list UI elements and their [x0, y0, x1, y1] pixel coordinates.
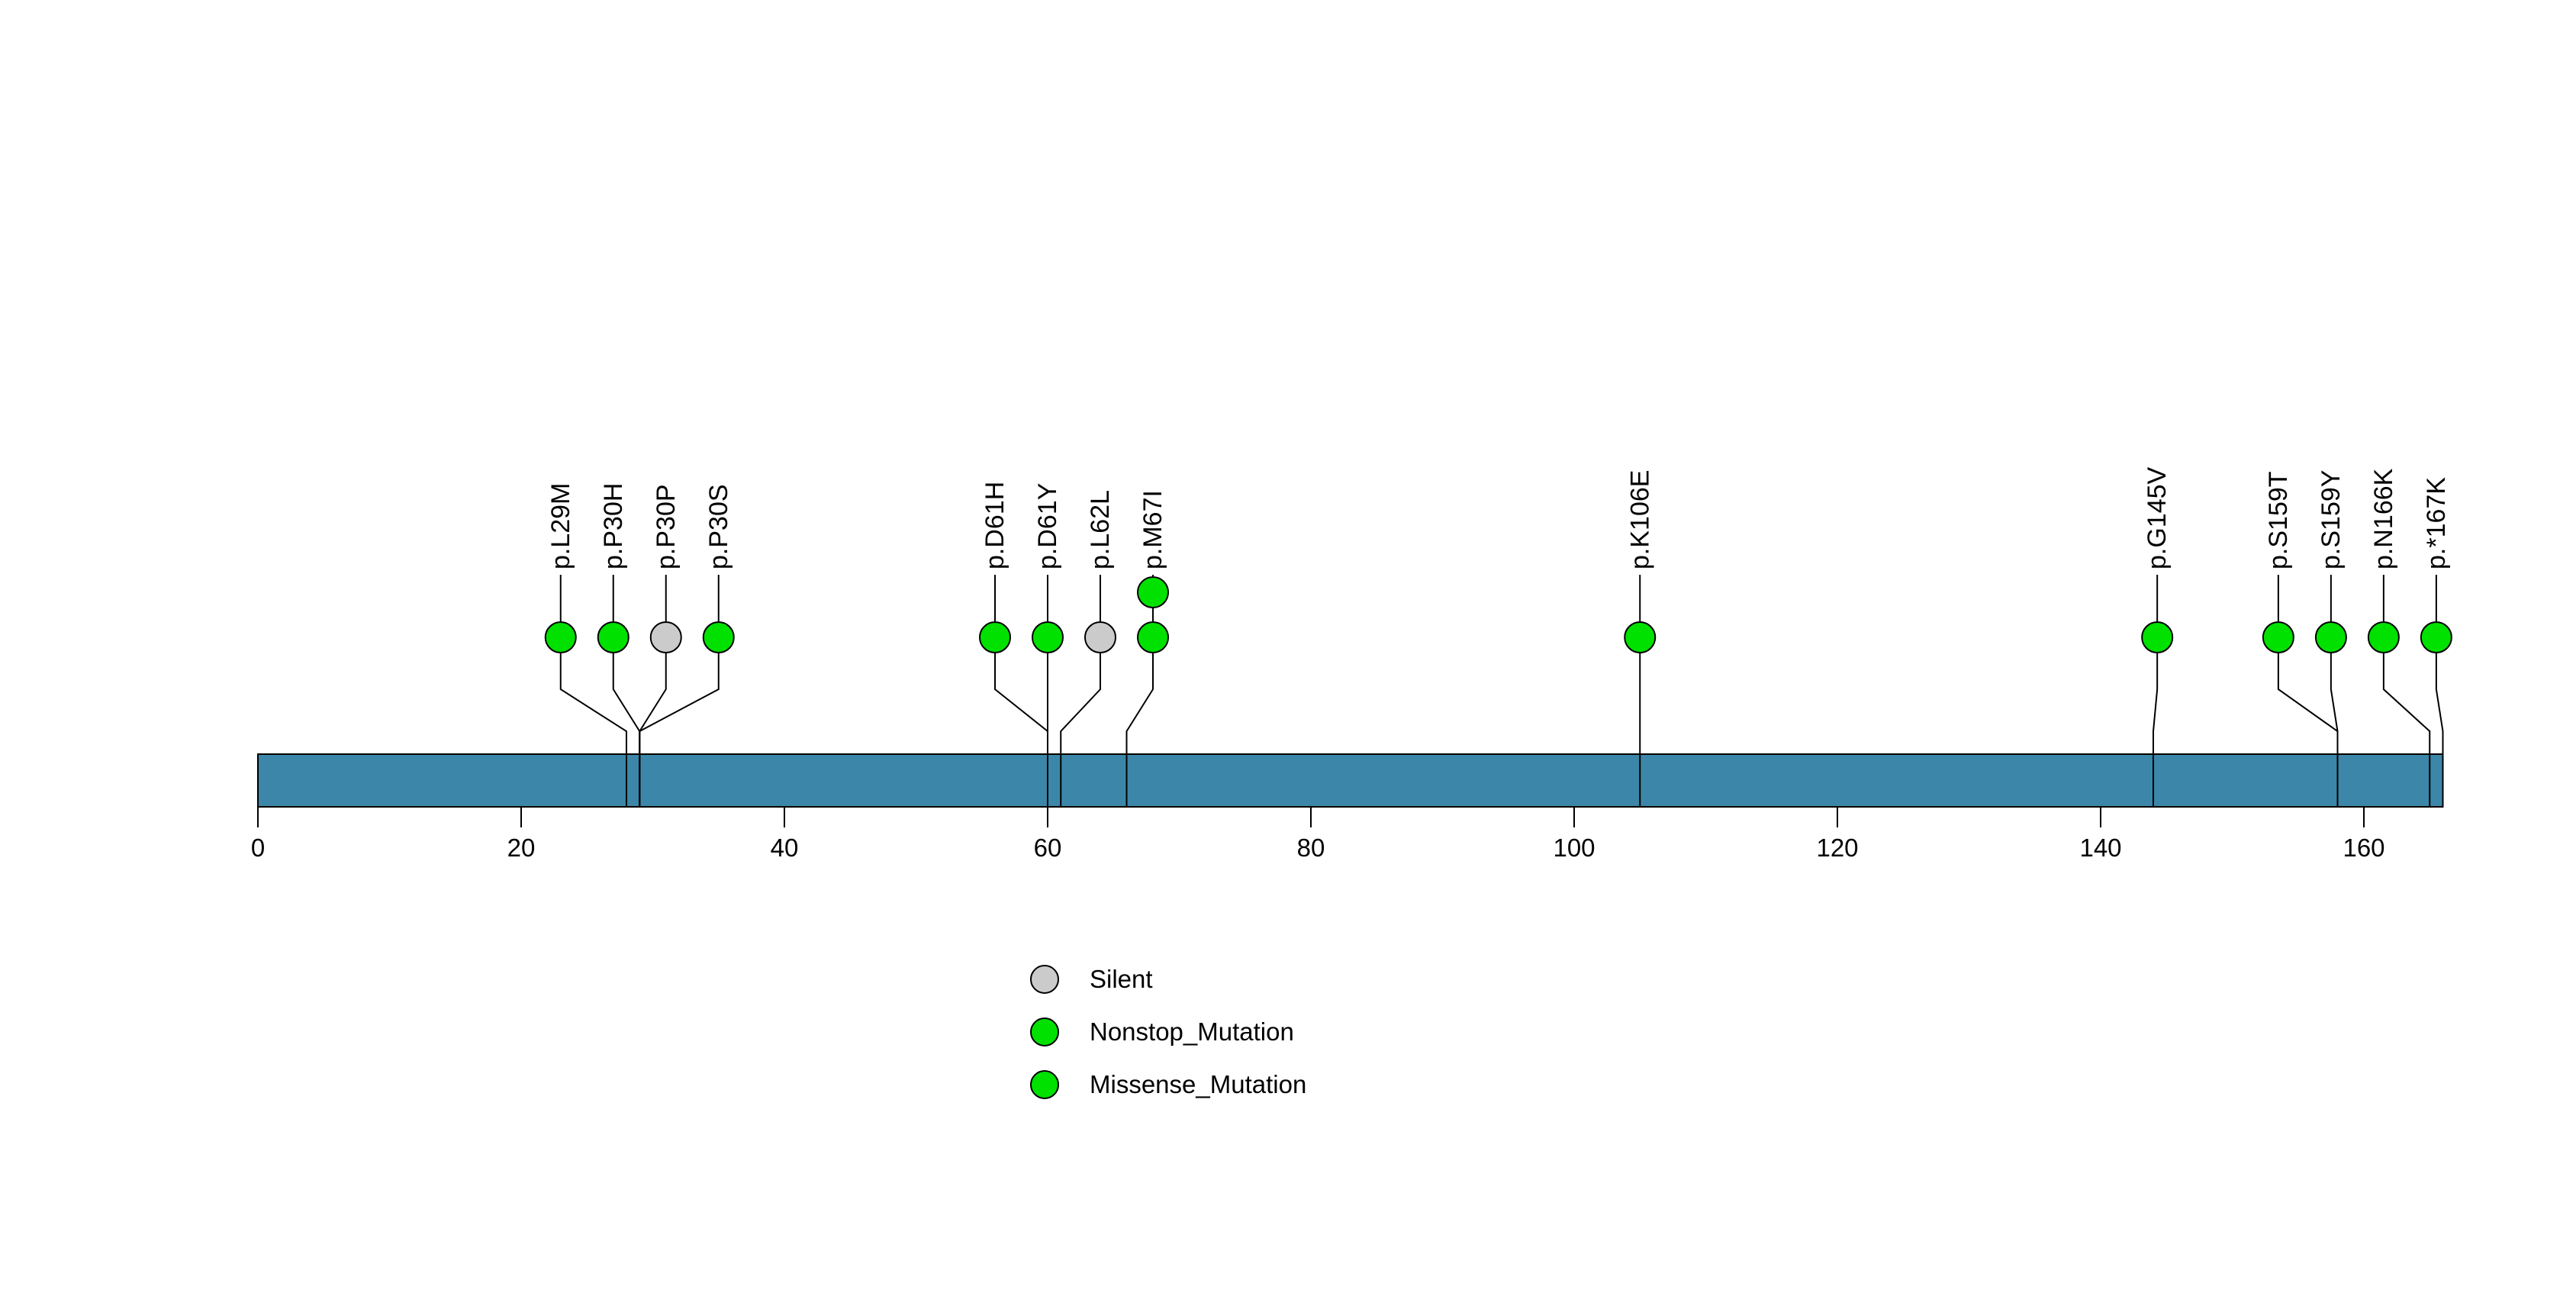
mutation-label: p.*167K	[2422, 477, 2451, 569]
mutation-label: p.L29M	[546, 483, 575, 569]
mutation-label: p.S159T	[2264, 471, 2293, 569]
mutation-label: p.D61H	[980, 482, 1009, 569]
mutation-circle	[1137, 576, 1169, 608]
mutation-label: p.S159Y	[2317, 470, 2346, 569]
mutation-circle	[702, 621, 735, 653]
silent-circle-icon	[1030, 965, 1059, 994]
mutation-circle	[1137, 621, 1169, 653]
mutation-circle	[1624, 621, 1657, 653]
legend-item-silent: Silent	[1030, 964, 1153, 995]
mutation-circle	[1032, 621, 1064, 653]
mutation-circle	[2141, 621, 2174, 653]
mutation-label: p.L62L	[1086, 490, 1115, 569]
axis-tick-label: 80	[1297, 834, 1325, 862]
mutation-label: p.N166K	[2369, 468, 2398, 569]
mutation-label: p.G145V	[2143, 466, 2172, 569]
mutation-circle	[2367, 621, 2400, 653]
legend-label-missense-mutation: Missense_Mutation	[1090, 1070, 1307, 1098]
missense-mutation-circle-icon	[1030, 1070, 1059, 1099]
axis-tick-label: 40	[771, 834, 799, 862]
mutation-circle	[544, 621, 577, 653]
mutation-circle	[2314, 621, 2347, 653]
legend-label-nonstop-mutation: Nonstop_Mutation	[1090, 1017, 1294, 1046]
axis-tick-label: 140	[2079, 834, 2121, 862]
mutation-circle	[649, 621, 682, 653]
mutation-label: p.D61Y	[1033, 483, 1062, 569]
legend-item-nonstop-mutation: Nonstop_Mutation	[1030, 1017, 1294, 1047]
mutation-circle	[597, 621, 630, 653]
nonstop-mutation-circle-icon	[1030, 1017, 1059, 1047]
axis-tick-label: 160	[2343, 834, 2384, 862]
axis-tick-label: 0	[251, 834, 265, 862]
gene-body-bar	[257, 753, 2444, 808]
axis-tick-label: 60	[1034, 834, 1062, 862]
mutation-circle	[2262, 621, 2294, 653]
mutation-circle	[2420, 621, 2452, 653]
axis-tick-label: 100	[1553, 834, 1595, 862]
mutation-circle	[1084, 621, 1116, 653]
mutation-circle	[979, 621, 1011, 653]
mutation-label: p.P30P	[652, 484, 681, 569]
axis-tick-label: 20	[507, 834, 536, 862]
axis-tick-label: 120	[1816, 834, 1858, 862]
legend-label-silent: Silent	[1090, 965, 1153, 993]
mutation-label: p.P30S	[704, 484, 733, 569]
legend-item-missense-mutation: Missense_Mutation	[1030, 1069, 1306, 1100]
mutation-label: p.K106E	[1625, 470, 1654, 569]
mutation-label: p.P30H	[599, 483, 628, 569]
mutation-label: p.M67I	[1138, 490, 1167, 569]
